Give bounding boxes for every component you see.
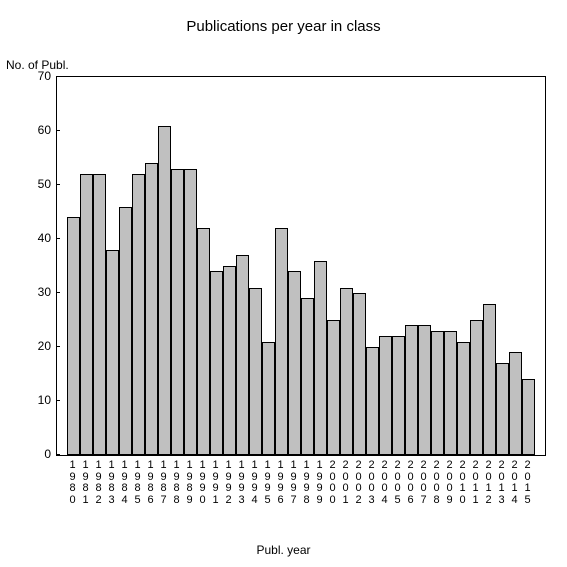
bar xyxy=(509,352,522,455)
bar xyxy=(457,342,470,455)
y-tick-mark xyxy=(56,454,60,455)
x-tick-label: 2 0 1 3 xyxy=(495,460,508,506)
bar xyxy=(431,331,444,455)
bar xyxy=(249,288,262,455)
bar xyxy=(353,293,366,455)
bar xyxy=(522,379,535,455)
y-tick-label: 20 xyxy=(11,340,51,352)
y-tick-mark xyxy=(56,130,60,131)
x-tick-label: 1 9 9 9 xyxy=(313,460,326,506)
bar xyxy=(93,174,106,455)
x-tick-label: 2 0 0 2 xyxy=(352,460,365,506)
plot-area xyxy=(56,76,546,456)
bar xyxy=(418,325,431,455)
y-tick-mark xyxy=(56,400,60,401)
y-tick-label: 50 xyxy=(11,178,51,190)
x-tick-label: 2 0 1 1 xyxy=(469,460,482,506)
x-tick-label: 1 9 9 3 xyxy=(235,460,248,506)
x-tick-label: 1 9 8 1 xyxy=(79,460,92,506)
bar xyxy=(158,126,171,455)
x-tick-label: 1 9 8 6 xyxy=(144,460,157,506)
x-tick-label: 1 9 9 0 xyxy=(196,460,209,506)
y-tick-label: 10 xyxy=(11,394,51,406)
bar xyxy=(197,228,210,455)
y-tick-mark xyxy=(56,238,60,239)
chart-title: Publications per year in class xyxy=(0,18,567,35)
bar xyxy=(392,336,405,455)
y-tick-mark xyxy=(56,184,60,185)
bar xyxy=(340,288,353,455)
bar xyxy=(470,320,483,455)
bar xyxy=(236,255,249,455)
bar xyxy=(210,271,223,455)
x-tick-label: 2 0 0 7 xyxy=(417,460,430,506)
x-tick-label: 1 9 8 7 xyxy=(157,460,170,506)
bar xyxy=(379,336,392,455)
bar xyxy=(223,266,236,455)
x-tick-label: 1 9 8 4 xyxy=(118,460,131,506)
bar xyxy=(262,342,275,455)
bar xyxy=(171,169,184,455)
x-tick-label: 1 9 8 8 xyxy=(170,460,183,506)
x-ticks: 1 9 8 01 9 8 11 9 8 21 9 8 31 9 8 41 9 8… xyxy=(56,460,546,530)
bar xyxy=(80,174,93,455)
x-tick-label: 2 0 0 5 xyxy=(391,460,404,506)
bar xyxy=(119,207,132,455)
x-tick-label: 2 0 0 1 xyxy=(339,460,352,506)
bar xyxy=(184,169,197,455)
bar xyxy=(145,163,158,455)
x-tick-label: 2 0 1 5 xyxy=(521,460,534,506)
bar xyxy=(444,331,457,455)
x-tick-label: 1 9 9 8 xyxy=(300,460,313,506)
y-tick-label: 0 xyxy=(11,448,51,460)
x-tick-label: 2 0 0 6 xyxy=(404,460,417,506)
x-tick-label: 2 0 1 2 xyxy=(482,460,495,506)
x-tick-label: 1 9 9 1 xyxy=(209,460,222,506)
publications-chart: Publications per year in class No. of Pu… xyxy=(0,0,567,567)
x-tick-label: 1 9 8 9 xyxy=(183,460,196,506)
bar xyxy=(314,261,327,455)
y-tick-label: 40 xyxy=(11,232,51,244)
x-tick-label: 1 9 9 6 xyxy=(274,460,287,506)
x-axis-label: Publ. year xyxy=(0,543,567,557)
x-tick-label: 2 0 0 3 xyxy=(365,460,378,506)
bar xyxy=(275,228,288,455)
y-tick-mark xyxy=(56,76,60,77)
x-tick-label: 1 9 9 4 xyxy=(248,460,261,506)
x-tick-label: 2 0 0 0 xyxy=(326,460,339,506)
y-tick-label: 30 xyxy=(11,286,51,298)
bar xyxy=(483,304,496,455)
bar xyxy=(327,320,340,455)
x-tick-label: 1 9 8 5 xyxy=(131,460,144,506)
x-tick-label: 1 9 8 2 xyxy=(92,460,105,506)
bar xyxy=(288,271,301,455)
x-tick-label: 2 0 1 0 xyxy=(456,460,469,506)
y-tick-label: 70 xyxy=(11,70,51,82)
bar xyxy=(106,250,119,455)
x-tick-label: 1 9 9 5 xyxy=(261,460,274,506)
x-tick-label: 2 0 0 4 xyxy=(378,460,391,506)
bar xyxy=(496,363,509,455)
y-tick-mark xyxy=(56,346,60,347)
x-tick-label: 1 9 8 0 xyxy=(66,460,79,506)
x-tick-label: 1 9 9 2 xyxy=(222,460,235,506)
y-tick-mark xyxy=(56,292,60,293)
x-tick-label: 1 9 9 7 xyxy=(287,460,300,506)
bar xyxy=(67,217,80,455)
bars-group xyxy=(57,77,545,455)
x-tick-label: 1 9 8 3 xyxy=(105,460,118,506)
bar xyxy=(132,174,145,455)
bar xyxy=(366,347,379,455)
x-tick-label: 2 0 0 8 xyxy=(430,460,443,506)
x-tick-label: 2 0 0 9 xyxy=(443,460,456,506)
y-tick-label: 60 xyxy=(11,124,51,136)
bar xyxy=(301,298,314,455)
x-tick-label: 2 0 1 4 xyxy=(508,460,521,506)
bar xyxy=(405,325,418,455)
